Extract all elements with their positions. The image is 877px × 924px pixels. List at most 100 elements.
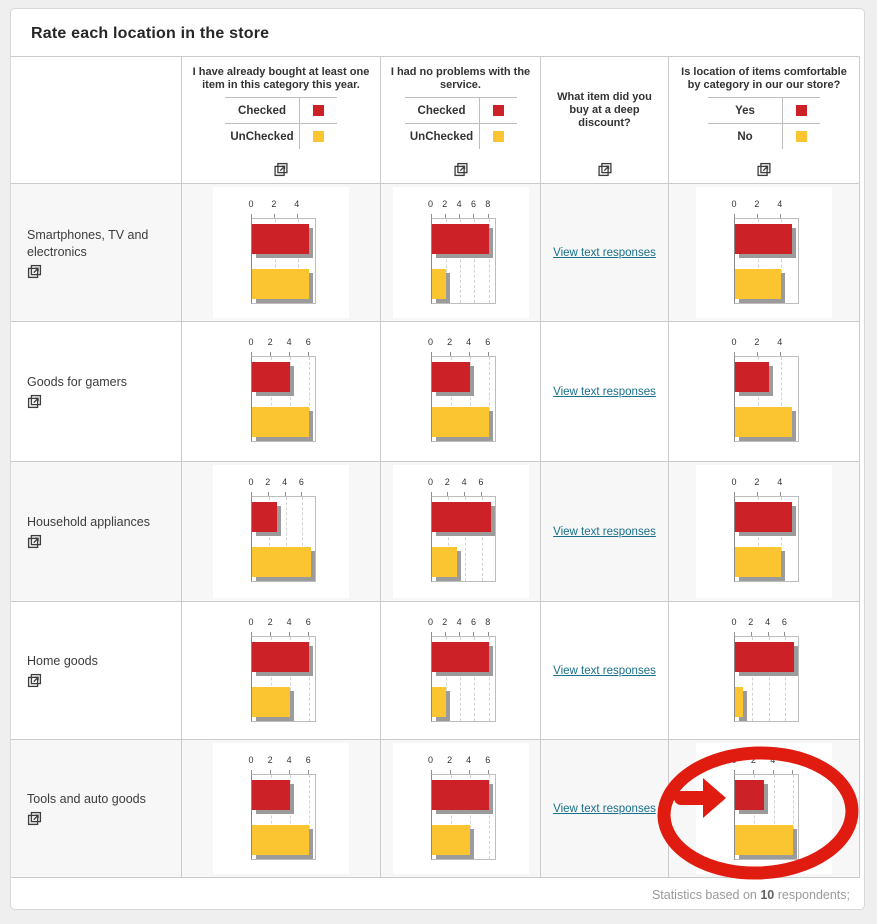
chart-gridline [757,497,759,581]
text-responses-cell: View text responses [541,740,669,878]
axis-tick-label: 0 [427,617,433,627]
axis-tick-mark [430,214,432,218]
bar-checked [735,502,792,532]
axis-tick-label: 0 [427,755,433,765]
column-question: I had no problems with the service. [390,66,531,91]
axis-tick-mark [734,632,735,636]
export-icon[interactable] [27,811,42,826]
view-text-responses-link[interactable]: View text responses [553,385,656,398]
chart-legend: Yes No [708,97,820,149]
export-icon[interactable] [453,162,468,177]
axis-tick-mark [270,352,272,356]
text-responses-cell: View text responses [541,322,669,462]
view-text-responses-link[interactable]: View text responses [553,246,656,259]
chart-gridline [780,219,782,303]
view-text-responses-link[interactable]: View text responses [553,802,656,815]
axis-tick-mark [784,632,786,636]
results-matrix-table: I have already bought at least one item … [11,56,860,878]
axis-tick-label: 0 [427,477,433,487]
export-icon[interactable] [757,162,772,177]
legend-row: No [708,123,820,149]
footer-stats: Statistics based on 10 respondents; [11,878,864,902]
chart-gridline [751,637,753,721]
chart-plot [251,496,316,582]
export-icon[interactable] [597,162,612,177]
chart-gridline [450,775,452,859]
view-text-responses-link[interactable]: View text responses [553,664,656,677]
export-icon[interactable] [274,162,289,177]
export-icon[interactable] [27,264,42,279]
axis-tick-mark [779,492,781,496]
chart-gridline [297,219,299,303]
bar-checked [431,502,491,532]
bar-unchecked [431,407,489,437]
chart-gridline [780,497,782,581]
bar-unchecked [735,269,781,299]
bar-unchecked [252,407,309,437]
bar-checked [252,780,290,810]
chart-gridline [309,357,311,441]
chart-gridline [290,637,292,721]
chart-gridline [488,775,490,859]
chart-plot [734,774,799,860]
axis-tick-label: 6 [789,755,795,765]
legend-label: Checked [417,104,466,117]
axis-tick-label: 4 [286,337,292,347]
axis-tick-mark [447,492,449,496]
chart-gridline [445,637,447,721]
axis-tick-mark [459,214,461,218]
export-icon[interactable] [27,673,42,688]
axis-tick-label: 0 [427,337,433,347]
chart-gridline [445,219,447,303]
bar-checked [252,224,309,254]
chart-gridline [271,357,273,441]
chart-gridline [448,497,450,581]
chart-plot [430,774,496,860]
bar-checked [735,780,764,810]
legend-label: UnChecked [230,130,294,143]
axis-tick-mark [270,770,272,774]
axis-tick-mark [270,632,272,636]
export-icon[interactable] [27,534,42,549]
axis-tick-label: 2 [444,477,450,487]
axis-tick-label: 4 [777,199,783,209]
column-header-q3: What item did you buy at a deep discount… [541,57,669,184]
axis-tick-label: 0 [731,755,737,765]
axis-tick-mark [473,632,475,636]
matrix-corner-cell [11,57,182,184]
axis-tick-mark [487,352,489,356]
chart-plot [430,218,496,304]
axis-tick-mark [487,770,489,774]
legend-swatch-cell [299,124,337,149]
legend-row: Checked [404,97,517,123]
axis-tick-mark [756,492,758,496]
chart-gridline [757,219,759,303]
axis-tick-mark [430,492,432,496]
export-icon[interactable] [27,394,42,409]
chart-gridline [474,637,476,721]
axis-tick-mark [430,352,432,356]
chart-cell: 0 2 4 [669,184,860,322]
axis-tick-mark [430,632,432,636]
axis-tick-mark [251,492,252,496]
axis-tick-mark [444,632,446,636]
mini-bar-chart: 0 2 4 [213,187,349,318]
bar-shadow-unchecked [739,691,747,721]
chart-plot [734,496,799,582]
chart-gridline [285,497,287,581]
axis-tick-label: 2 [447,755,453,765]
view-text-responses-link[interactable]: View text responses [553,525,656,538]
axis-tick-label: 8 [485,199,491,209]
